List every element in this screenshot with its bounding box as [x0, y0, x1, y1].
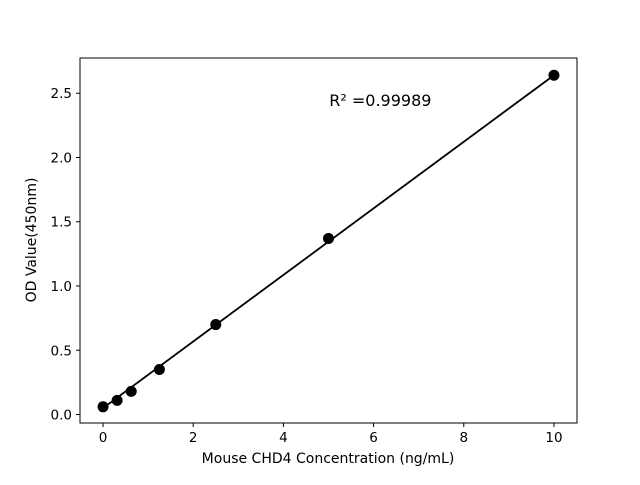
y-tick-label: 2.5	[51, 86, 72, 102]
x-tick-label: 6	[369, 430, 378, 446]
chart-static-labels: Mouse CHD4 Concentration (ng/mL) OD Valu…	[24, 91, 454, 467]
x-tick-label: 10	[545, 430, 562, 446]
y-axis-label: OD Value(450nm)	[24, 178, 40, 303]
x-tick-label: 4	[279, 430, 288, 446]
data-point	[111, 394, 123, 406]
data-point	[153, 364, 165, 376]
x-tick-label: 0	[99, 430, 108, 446]
data-point	[323, 232, 334, 244]
y-tick-label: 0.0	[51, 408, 72, 424]
y-tick-label: 0.5	[51, 343, 72, 359]
data-point	[548, 69, 560, 81]
x-tick-label: 8	[459, 430, 468, 446]
r-squared-annotation: R² =0.99989	[329, 91, 431, 110]
data-point	[210, 319, 222, 331]
data-point	[125, 385, 137, 397]
data-point	[97, 401, 109, 413]
x-axis-label: Mouse CHD4 Concentration (ng/mL)	[202, 451, 455, 467]
y-tick-label: 2.0	[51, 150, 72, 166]
y-tick-label: 1.5	[51, 215, 72, 231]
y-tick-label: 1.0	[51, 279, 72, 295]
x-tick-label: 2	[189, 430, 198, 446]
